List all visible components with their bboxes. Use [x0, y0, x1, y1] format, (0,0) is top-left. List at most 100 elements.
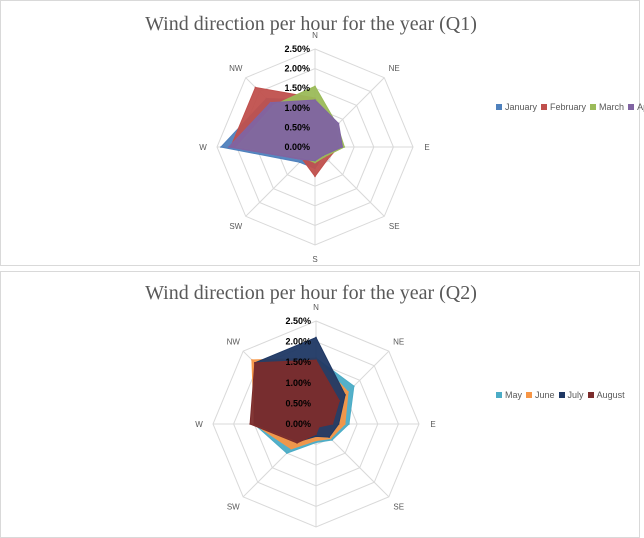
data-point: [227, 146, 230, 148]
tick-label: 0.00%: [284, 142, 310, 152]
legend-item: February: [541, 102, 586, 112]
tick-label: 0.50%: [285, 398, 311, 408]
data-point: [329, 437, 332, 440]
radar-chart-q2: 0.00%0.50%1.00%1.50%2.00%2.50%NNEESESSWW…: [195, 303, 436, 528]
legend-item: January: [496, 102, 537, 112]
data-point: [298, 161, 301, 164]
category-label-n: N: [312, 31, 318, 40]
data-point: [343, 146, 346, 148]
data-point: [326, 158, 329, 161]
data-point: [328, 436, 330, 438]
legend-item: April: [628, 102, 644, 112]
data-point: [331, 439, 333, 441]
legend-label: August: [596, 390, 625, 400]
category-label-ne: NE: [389, 64, 400, 73]
tick-label: 2.50%: [284, 44, 310, 54]
data-point: [315, 439, 317, 442]
legend-label: April: [637, 102, 644, 112]
data-point: [315, 433, 317, 436]
legend-item: July: [558, 390, 584, 400]
data-point: [296, 442, 298, 444]
category-label-ne: NE: [393, 337, 404, 346]
category-label-e: E: [424, 143, 429, 152]
chart-legend-q2: May June July August: [496, 390, 629, 400]
category-label-se: SE: [393, 503, 404, 512]
legend-label: July: [567, 390, 584, 400]
legend-swatch: [590, 104, 597, 110]
data-point: [315, 441, 317, 444]
legend-swatch: [628, 104, 635, 110]
data-point: [318, 426, 320, 428]
category-label-n: N: [313, 303, 319, 312]
data-point: [315, 359, 317, 361]
legend-swatch: [587, 392, 594, 398]
legend-swatch: [496, 392, 502, 398]
data-point: [314, 161, 316, 164]
legend-label: May: [505, 390, 523, 400]
category-label-sw: SW: [227, 503, 240, 512]
data-point: [290, 447, 293, 450]
tick-label: 0.00%: [285, 419, 311, 429]
data-point: [286, 452, 288, 454]
data-point: [338, 399, 341, 402]
data-point: [353, 385, 355, 387]
category-label-sw: SW: [229, 222, 242, 231]
data-point: [269, 101, 272, 104]
data-point: [314, 175, 316, 178]
legend-swatch: [496, 104, 502, 110]
chart-title: Wind direction per hour for the year (Q1…: [145, 13, 477, 35]
tick-label: 1.00%: [284, 103, 310, 113]
data-point: [322, 154, 325, 157]
data-point: [323, 155, 326, 158]
category-label-w: W: [195, 420, 203, 429]
category-label-s: S: [312, 255, 317, 264]
data-point: [249, 423, 251, 425]
data-point: [314, 99, 316, 101]
legend-label: February: [550, 102, 587, 112]
tick-label: 1.50%: [285, 357, 311, 367]
data-point: [337, 423, 340, 425]
data-point: [314, 85, 316, 88]
category-label-nw: NW: [229, 64, 243, 73]
category-label-nw: NW: [227, 337, 241, 346]
data-point: [341, 146, 344, 148]
legend-label: March: [599, 102, 625, 112]
category-label-w: W: [199, 143, 207, 152]
data-point: [301, 158, 304, 161]
data-point: [344, 394, 346, 396]
data-point: [254, 86, 257, 89]
category-label-se: SE: [389, 222, 400, 231]
data-point: [348, 423, 350, 425]
legend-swatch: [526, 392, 533, 398]
radar-chart-q1: 0.00% 0.50% 1.00% 1.50% 2.00% 2.50%N NE E SE S SW W…: [199, 31, 429, 264]
legend-label: June: [535, 390, 555, 400]
data-point: [315, 435, 317, 438]
legend-swatch: [558, 392, 565, 398]
category-label-e: E: [430, 420, 435, 429]
chart-panel-q1: Wind direction per hour for the year (Q1…: [0, 0, 644, 266]
legend-swatch: [541, 104, 548, 110]
tick-label: 2.50%: [285, 316, 311, 326]
chart-legend-q1: January February March April: [496, 102, 644, 112]
data-point: [347, 391, 349, 393]
legend-label: January: [505, 102, 538, 112]
legend-item: August: [587, 390, 625, 400]
data-point: [220, 146, 222, 148]
legend-item: May: [496, 390, 522, 400]
chart-panel-q2: Wind direction per hour for the year (Q2…: [0, 271, 640, 538]
data-point: [251, 359, 253, 361]
data-point: [337, 122, 340, 125]
tick-label: 2.00%: [284, 64, 310, 74]
legend-item: June: [526, 390, 555, 400]
data-point: [331, 423, 334, 425]
tick-label: 1.00%: [285, 378, 311, 388]
tick-label: 1.50%: [284, 83, 310, 93]
data-point: [315, 336, 317, 339]
chart-title: Wind direction per hour for the year (Q2…: [145, 282, 477, 304]
data-point: [344, 423, 346, 425]
data-point: [254, 362, 256, 364]
tick-label: 0.50%: [284, 122, 310, 132]
tick-label: 2.00%: [285, 337, 311, 347]
legend-item: March: [590, 102, 624, 112]
data-point: [314, 159, 316, 162]
